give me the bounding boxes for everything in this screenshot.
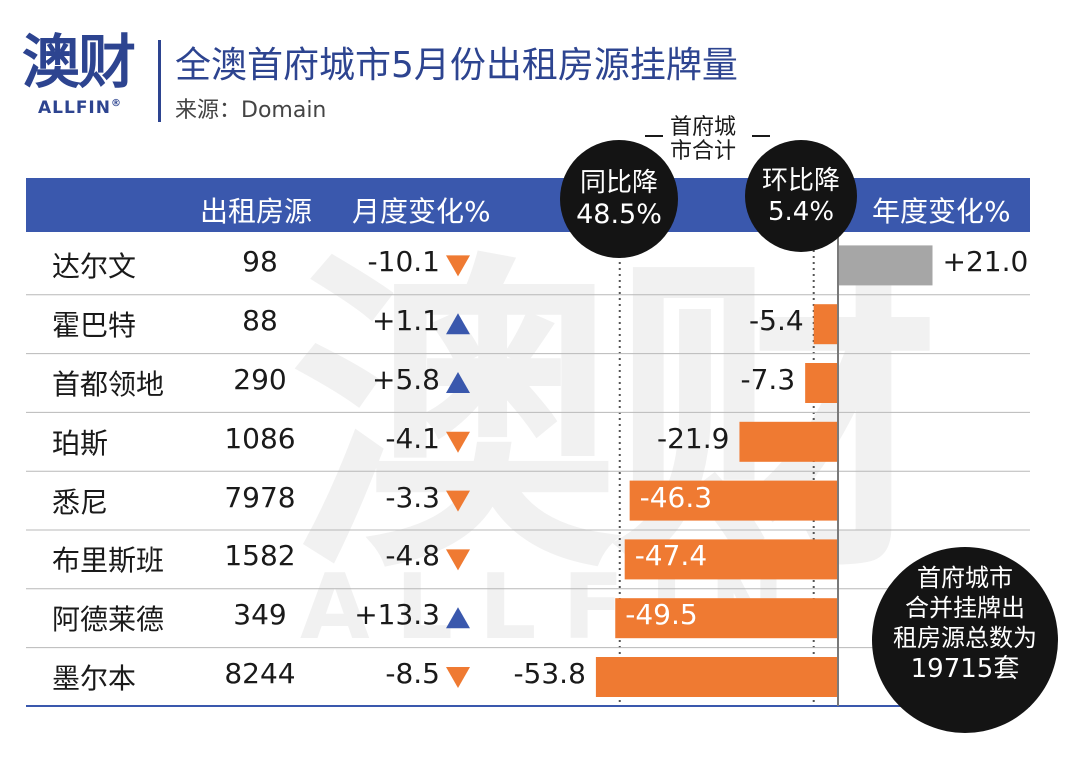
listings-value: 1086 (224, 421, 296, 455)
mom-badge: 环比降 5.4% (745, 140, 857, 252)
listings-value: 349 (233, 598, 287, 632)
yearly-change-bar (595, 657, 838, 697)
down-arrow-icon (446, 490, 470, 512)
yearly-change-label: -46.3 (639, 480, 713, 514)
capital-total-label-line2: 市合计 (669, 139, 736, 164)
city-name: 首都领地 (52, 368, 165, 401)
logo-divider (158, 40, 161, 122)
monthly-change-value: -10.1 (367, 245, 440, 279)
capital-total-dash-right (752, 135, 770, 137)
capital-total-label: 首府城 市合计 (648, 116, 758, 164)
monthly-change-value: -3.3 (385, 480, 440, 514)
city-name: 阿德莱德 (52, 603, 165, 637)
logo-reg-mark: ® (111, 98, 122, 109)
mom-badge-label: 环比降 (761, 166, 840, 196)
logo-en-text: ALLFIN (38, 98, 111, 118)
monthly-change-value: +1.1 (372, 304, 440, 338)
yearly-change-label: -53.8 (513, 657, 586, 690)
down-arrow-icon (446, 549, 470, 571)
city-name: 悉尼 (52, 485, 109, 519)
listings-value: 1582 (224, 539, 296, 573)
city-name: 珀斯 (52, 426, 109, 460)
yearly-change-label: +21.0 (942, 245, 1029, 279)
city-name: 达尔文 (52, 250, 137, 284)
yoy-badge-value: 48.5% (576, 199, 662, 230)
header-listings: 出租房源 (200, 195, 313, 228)
total-badge-line2: 合并挂牌出 (905, 594, 1025, 622)
monthly-change-value: +13.3 (354, 598, 440, 632)
yearly-change-bar (615, 598, 838, 639)
monthly-change-value: -4.8 (385, 539, 440, 573)
source-label: 来源：Domain (175, 98, 327, 123)
yearly-change-bar (624, 539, 838, 580)
yearly-change-bar (813, 304, 838, 345)
total-badge: 首府城市 合并挂牌出 租房源总数为 19715套 (872, 547, 1058, 733)
capital-total-label-line1: 首府城 (669, 115, 736, 140)
yoy-badge: 同比降 48.5% (560, 140, 678, 258)
logo-en: ALLFIN® (38, 98, 122, 118)
up-arrow-icon (446, 607, 470, 629)
city-name: 布里斯班 (52, 544, 165, 578)
city-name: 霍巴特 (52, 309, 137, 343)
listings-value: 88 (242, 304, 278, 338)
logo-cn: 澳财 (22, 28, 136, 96)
table-header-bar (26, 178, 1030, 232)
listings-value: 98 (242, 245, 278, 279)
yearly-change-label: -49.5 (625, 598, 698, 632)
page-title: 全澳首府城市5月份出租房源挂牌量 (175, 45, 738, 86)
yearly-change-label: -47.4 (634, 539, 708, 573)
capital-total-dash-left (645, 135, 663, 137)
yoy-badge-label: 同比降 (579, 168, 658, 198)
total-badge-line4: 19715套 (910, 654, 1020, 684)
up-arrow-icon (446, 372, 470, 393)
yearly-change-bar (838, 245, 933, 286)
yearly-change-bar (629, 480, 838, 521)
city-name: 墨尔本 (52, 662, 137, 695)
down-arrow-icon (446, 255, 470, 277)
yearly-change-label: -7.3 (740, 363, 796, 396)
monthly-change-value: +5.8 (372, 363, 440, 396)
listings-value: 7978 (224, 480, 296, 514)
monthly-change-value: -4.1 (385, 421, 440, 455)
total-badge-line1: 首府城市 (917, 564, 1013, 592)
yearly-change-label: -21.9 (656, 421, 730, 455)
yearly-change-bar (739, 421, 838, 462)
yearly-change-label: -5.4 (749, 304, 804, 338)
listings-value: 290 (233, 363, 287, 396)
yearly-change-bar (805, 363, 838, 403)
mom-badge-value: 5.4% (767, 197, 835, 227)
monthly-change-value: -8.5 (385, 657, 440, 690)
total-badge-line3: 租房源总数为 (893, 624, 1037, 652)
listings-value: 8244 (224, 657, 296, 690)
header-monthly: 月度变化% (352, 195, 491, 228)
down-arrow-icon (446, 667, 470, 688)
down-arrow-icon (446, 431, 470, 453)
header-yearly: 年度变化% (872, 195, 1011, 228)
up-arrow-icon (446, 313, 470, 335)
